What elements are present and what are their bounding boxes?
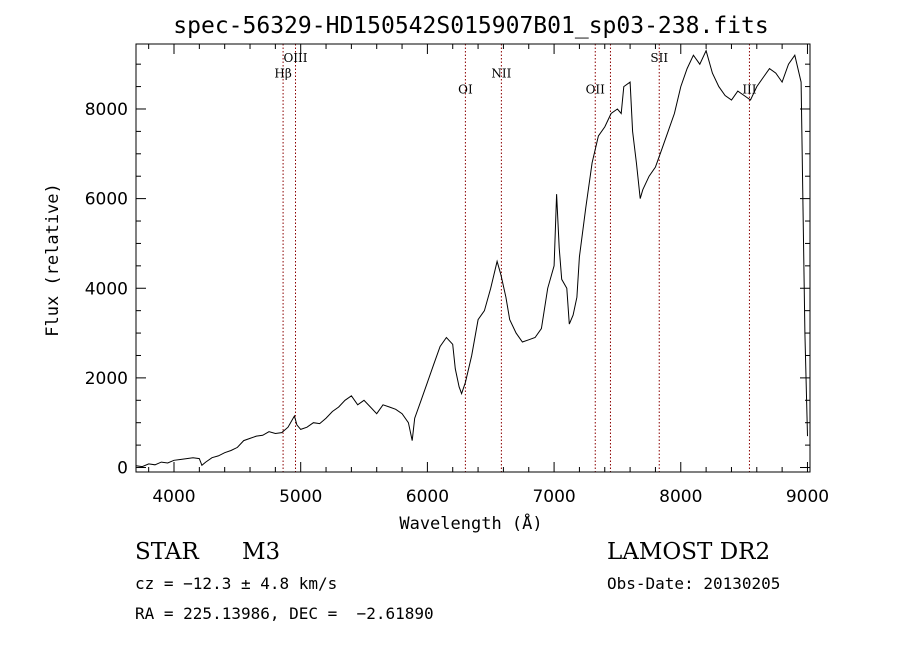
y-tick-label: 2000 <box>85 369 128 389</box>
y-tick-label: 8000 <box>85 100 128 120</box>
coordinates: RA = 225.13986, DEC = −2.61890 <box>135 604 434 623</box>
x-axis-label: Wavelength (Å) <box>399 512 542 534</box>
x-tick-label: 8000 <box>659 487 702 507</box>
spectral-line-markers: Hβ OIII OI NII OII SII III <box>274 44 757 472</box>
plot-frame <box>135 43 811 473</box>
object-class: STAR <box>135 539 199 565</box>
object-subclass: M3 <box>242 539 281 565</box>
y-axis-label: Flux (relative) <box>43 183 63 337</box>
spectral-line-label: OII <box>586 82 606 96</box>
spectral-line-label: SII <box>650 51 668 65</box>
redshift-info: cz = −12.3 ± 4.8 km/s <box>135 574 338 593</box>
x-tick-label: 4000 <box>152 487 195 507</box>
spectral-line-label: Hβ <box>274 67 291 81</box>
y-tick-label: 6000 <box>85 190 128 210</box>
spectral-line-label: NII <box>491 67 511 81</box>
survey-name: LAMOST DR2 <box>607 539 771 565</box>
observation-date: Obs-Date: 20130205 <box>607 574 781 593</box>
axis-ticks: 4000 5000 6000 7000 8000 9000 0 2000 4000 6000 800… <box>85 44 829 507</box>
x-tick-label: 6000 <box>406 487 449 507</box>
spectral-line-label: III <box>742 82 756 96</box>
y-tick-label: 4000 <box>85 279 128 299</box>
chart-title: spec-56329-HD150542S015907B01_sp03-238.f… <box>173 13 768 39</box>
spectral-line-label: OIII <box>283 51 307 65</box>
x-tick-label: 5000 <box>279 487 322 507</box>
spectral-line-label: OI <box>458 82 473 96</box>
x-tick-label: 7000 <box>532 487 575 507</box>
y-tick-label: 0 <box>117 459 128 479</box>
x-tick-label: 9000 <box>786 487 829 507</box>
spectrum-line <box>135 49 808 468</box>
